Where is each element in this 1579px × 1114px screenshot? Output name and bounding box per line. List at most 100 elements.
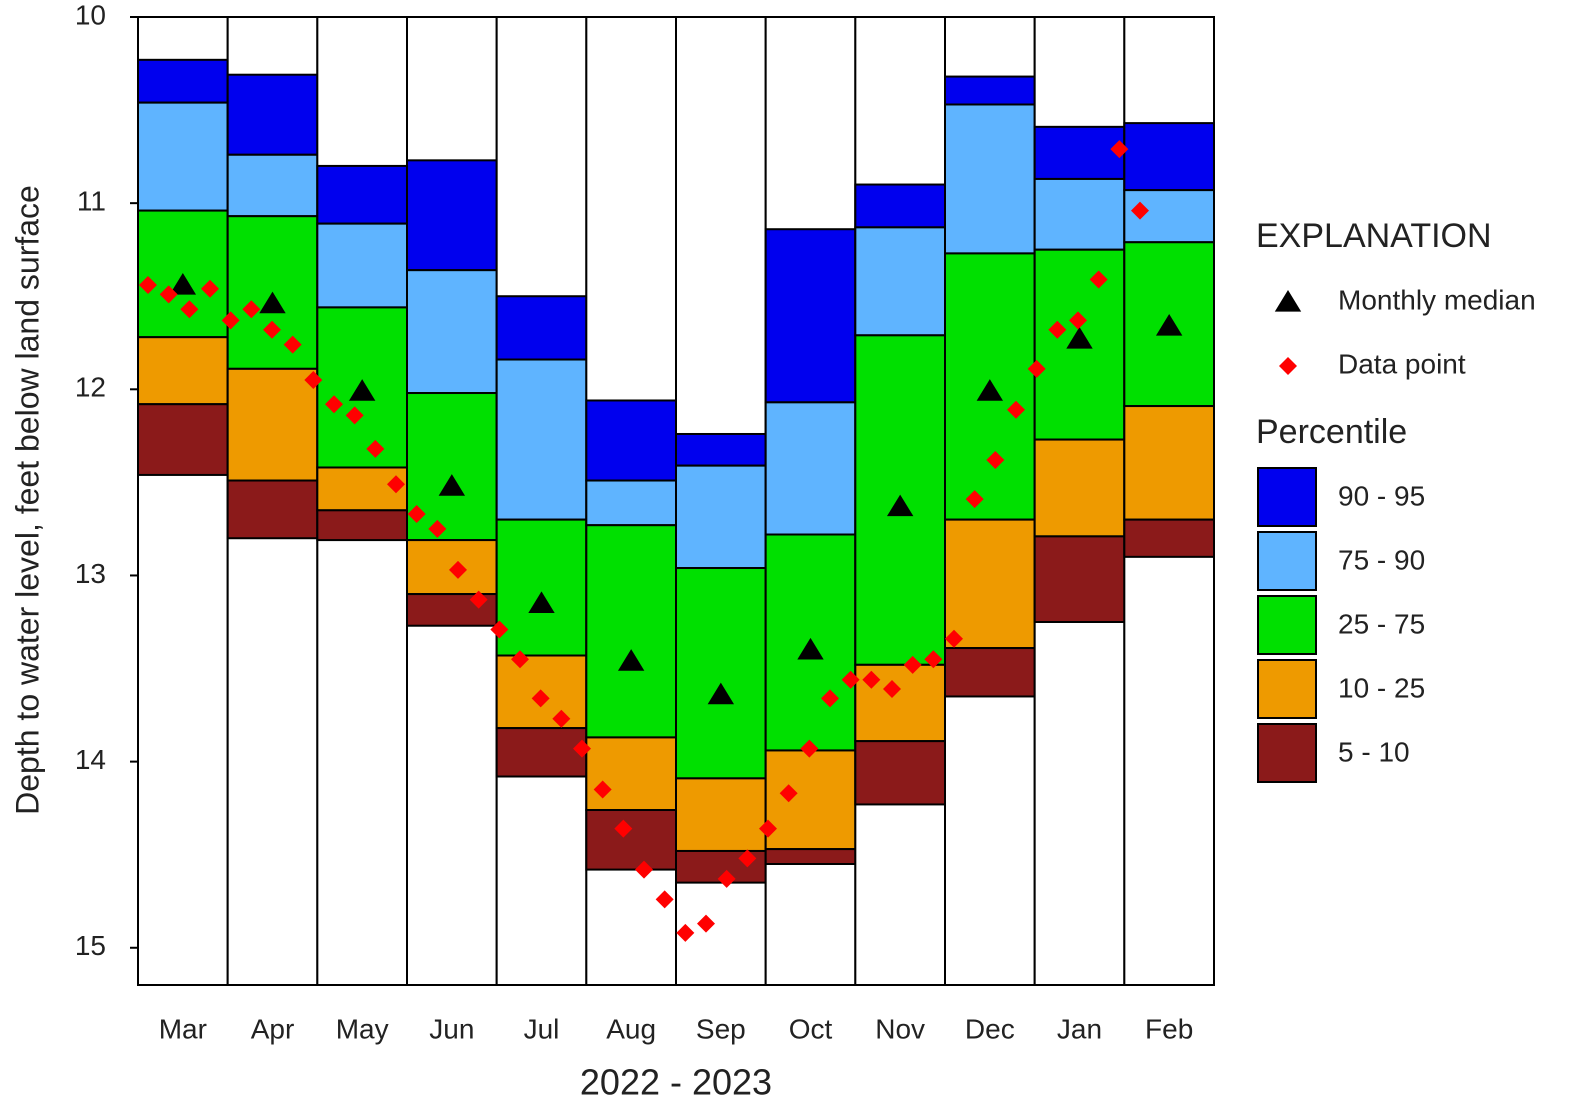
x-tick-label: Nov [875, 1013, 925, 1044]
data-point [759, 819, 777, 838]
percentile-band [944, 75, 1036, 106]
data-point [945, 629, 963, 648]
percentile-band [1123, 518, 1216, 558]
data-point [986, 451, 1005, 470]
y-tick-label: 12 [75, 372, 106, 403]
data-point [697, 914, 715, 933]
percentile-band [316, 509, 409, 542]
data-point [552, 709, 571, 728]
data-point [635, 860, 653, 879]
data-point [965, 490, 984, 509]
legend-label: 10 - 25 [1338, 672, 1425, 703]
data-point [821, 689, 839, 708]
data-point [511, 650, 529, 669]
y-axis-title: Depth to water level, feet below land su… [9, 185, 45, 815]
median-marker [1155, 314, 1183, 336]
percentile-band [226, 479, 319, 540]
legend-label: Data point [1338, 348, 1466, 379]
data-point [717, 869, 736, 888]
percentile-band [585, 809, 677, 871]
x-tick-label: May [336, 1013, 389, 1044]
percentile-band [764, 749, 857, 851]
percentile-band [944, 647, 1036, 698]
data-point [1007, 400, 1025, 419]
data-point [139, 276, 157, 295]
percentile-band [675, 464, 767, 570]
x-tick-label: Feb [1145, 1013, 1193, 1044]
percentile-band [1033, 438, 1126, 538]
data-point [428, 519, 447, 538]
percentile-band [316, 164, 409, 225]
data-point [924, 650, 943, 669]
data-point [883, 680, 901, 699]
legend-swatch [1257, 467, 1317, 527]
plot-frame [137, 16, 1215, 986]
data-point [738, 849, 757, 868]
data-point [469, 590, 488, 609]
median-marker [707, 682, 735, 705]
x-tick-label: Aug [606, 1013, 656, 1044]
data-point [283, 335, 302, 354]
percentile-band [137, 403, 229, 476]
data-point [201, 279, 219, 298]
data-point [655, 890, 674, 909]
data-point [345, 406, 364, 425]
x-tick-label: Jun [429, 1013, 474, 1044]
percentile-band [854, 226, 946, 337]
data-point [841, 670, 860, 689]
legend-label: 75 - 90 [1338, 544, 1425, 575]
percentile-band [585, 479, 677, 527]
y-tick-label: 11 [77, 186, 106, 217]
median-marker [976, 379, 1004, 401]
percentile-band [495, 727, 588, 778]
data-point [325, 395, 343, 414]
data-point [1110, 140, 1129, 159]
legend-marker [1274, 290, 1302, 312]
median-marker [617, 649, 645, 671]
x-tick-label: Sep [696, 1013, 746, 1044]
x-tick-label: Mar [159, 1013, 207, 1044]
median-marker [528, 591, 555, 613]
percentile-band [1033, 177, 1126, 251]
legend-label: 90 - 95 [1338, 480, 1425, 511]
y-tick-label: 13 [75, 558, 106, 589]
data-point [593, 780, 612, 799]
median-marker [259, 291, 286, 314]
percentile-band [675, 777, 767, 852]
percentile-band [137, 58, 229, 104]
data-point [573, 739, 591, 758]
data-point [531, 689, 550, 708]
legend-label: 25 - 75 [1338, 608, 1425, 639]
legend-swatch [1257, 595, 1317, 655]
data-point [366, 439, 385, 458]
legend-swatch [1257, 659, 1317, 719]
percentile-band [1033, 535, 1126, 623]
percentile-band [495, 358, 588, 521]
percentile-band [585, 399, 677, 482]
percentile-band [854, 183, 946, 229]
data-point [862, 670, 881, 689]
data-point [387, 475, 405, 494]
percentile-band [137, 336, 229, 406]
median-marker [348, 379, 376, 401]
median-marker [886, 494, 914, 517]
legend-swatch [1257, 531, 1317, 591]
x-tick-label: Dec [965, 1013, 1015, 1044]
data-point [449, 560, 467, 579]
median-marker [797, 637, 824, 660]
median-marker [169, 273, 197, 295]
legend-title: EXPLANATION [1256, 217, 1492, 255]
percentile-band [226, 153, 319, 218]
x-tick-label: Oct [789, 1013, 833, 1044]
x-axis-title: 2022 - 2023 [580, 1062, 772, 1103]
data-point [242, 300, 261, 319]
data-point [407, 505, 426, 524]
data-point [800, 739, 819, 758]
percentile-band [1123, 122, 1216, 192]
percentile-band [675, 567, 767, 780]
data-point [263, 320, 281, 339]
percentile-band [944, 103, 1036, 255]
median-marker [1066, 327, 1093, 349]
percentile-band [406, 159, 498, 272]
